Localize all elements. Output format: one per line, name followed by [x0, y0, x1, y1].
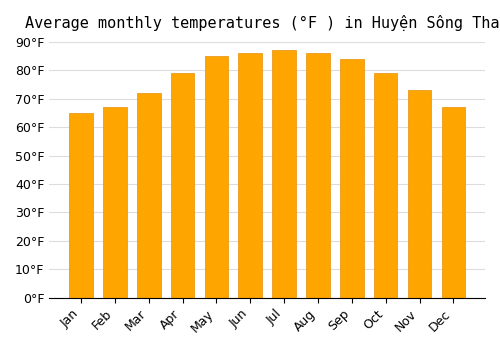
- Bar: [306, 53, 330, 298]
- Bar: [170, 73, 194, 298]
- Bar: [442, 107, 465, 298]
- Bar: [408, 90, 432, 298]
- Bar: [238, 53, 262, 298]
- Bar: [137, 93, 160, 298]
- Title: Average monthly temperatures (°F ) in Huyện Sông Thao: Average monthly temperatures (°F ) in Hu…: [26, 15, 500, 31]
- Bar: [69, 113, 93, 298]
- Bar: [204, 56, 229, 298]
- Bar: [340, 59, 363, 298]
- Bar: [374, 73, 398, 298]
- Bar: [103, 107, 126, 298]
- Bar: [272, 50, 296, 298]
